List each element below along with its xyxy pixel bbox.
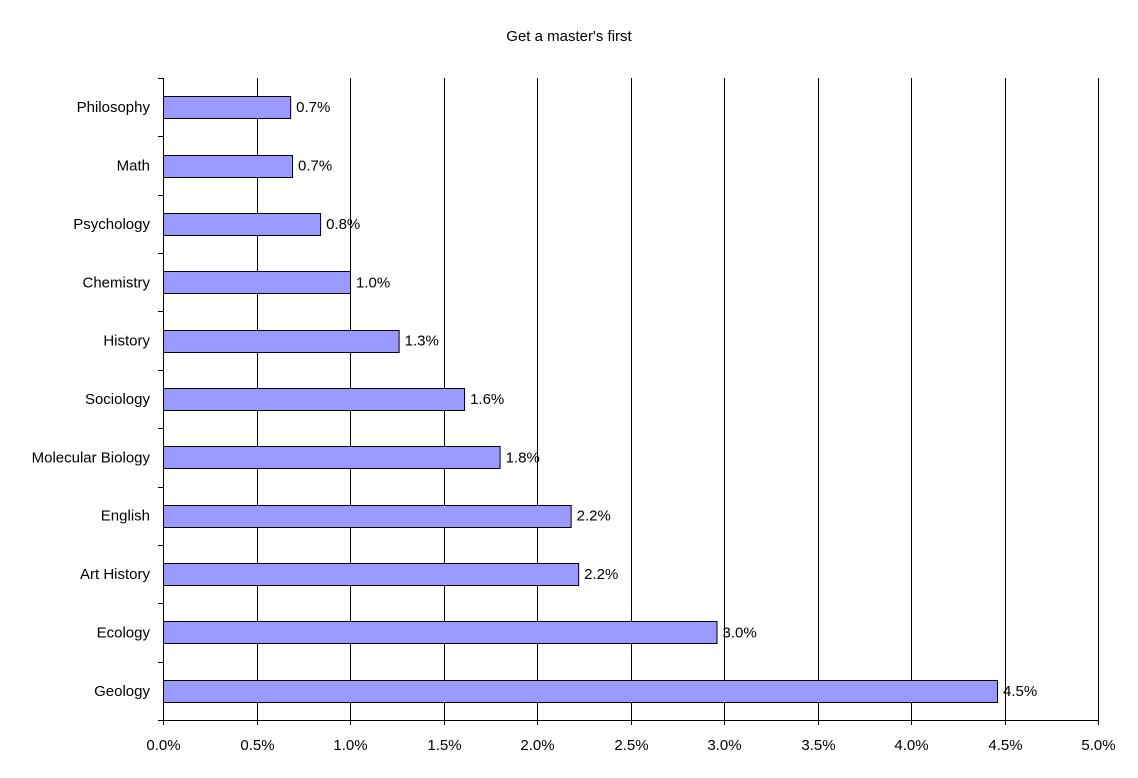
data-label: 0.8% <box>326 216 360 233</box>
data-label: 2.2% <box>584 566 618 583</box>
x-tick-label: 4.5% <box>988 737 1022 754</box>
data-label: 1.3% <box>405 333 439 350</box>
bar <box>163 563 580 586</box>
x-tick-label: 3.5% <box>801 737 835 754</box>
x-tick-label: 5.0% <box>1081 737 1115 754</box>
x-tick-label: 2.5% <box>614 737 648 754</box>
bar <box>163 271 351 294</box>
data-label: 4.5% <box>1003 683 1037 700</box>
x-tick-label: 2.0% <box>520 737 554 754</box>
bar <box>163 213 322 236</box>
category-label: English <box>101 508 150 525</box>
data-label: 1.8% <box>506 449 540 466</box>
bar <box>163 446 501 469</box>
category-label: Art History <box>80 566 151 583</box>
category-label: Psychology <box>73 216 150 233</box>
x-tick-label: 0.5% <box>240 737 274 754</box>
category-label: Math <box>117 158 150 175</box>
bar <box>163 330 400 353</box>
category-label: Molecular Biology <box>32 449 151 466</box>
x-tick-label: 3.0% <box>707 737 741 754</box>
x-tick-label: 1.5% <box>427 737 461 754</box>
category-label: Geology <box>94 683 150 700</box>
data-label: 1.0% <box>356 274 390 291</box>
bar <box>163 155 294 178</box>
category-label: History <box>103 333 150 350</box>
bar <box>163 680 999 703</box>
bar <box>163 621 718 644</box>
category-label: Sociology <box>85 391 151 408</box>
x-tick-label: 0.0% <box>146 737 180 754</box>
category-label: Chemistry <box>82 274 150 291</box>
chart-title: Get a master's first <box>506 28 632 45</box>
bar <box>163 96 292 119</box>
bar <box>163 505 572 528</box>
category-label: Philosophy <box>77 99 151 116</box>
data-label: 0.7% <box>296 99 330 116</box>
x-tick-label: 1.0% <box>333 737 367 754</box>
data-label: 1.6% <box>470 391 504 408</box>
data-label: 0.7% <box>298 158 332 175</box>
bar <box>163 388 466 411</box>
category-label: Ecology <box>97 624 151 641</box>
x-tick-label: 4.0% <box>894 737 928 754</box>
data-label: 3.0% <box>723 624 757 641</box>
data-label: 2.2% <box>577 508 611 525</box>
